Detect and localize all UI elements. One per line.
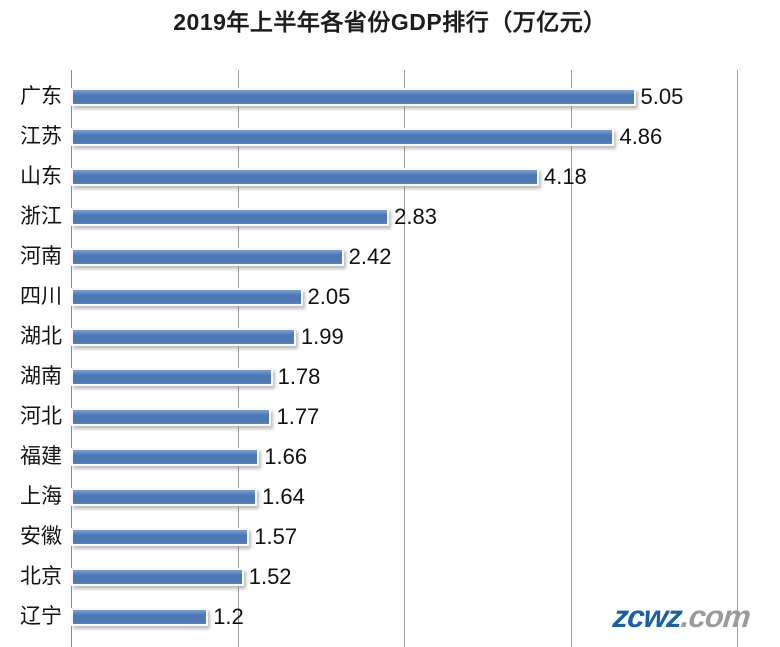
value-label: 1.64: [262, 484, 305, 509]
bar-track: 1.57: [71, 517, 737, 557]
bar: [71, 568, 244, 586]
bar-row: 浙江 2.83: [0, 197, 780, 237]
bar: [71, 248, 344, 266]
bar-row: 福建 1.66: [0, 437, 780, 477]
bar: [71, 128, 615, 146]
category-label: 湖南: [20, 365, 62, 388]
bar-row: 安徽 1.57: [0, 517, 780, 557]
bar-row: 山东 4.18: [0, 157, 780, 197]
value-label: 1.57: [254, 524, 298, 549]
value-label: 1.2: [213, 604, 244, 629]
bar: [71, 288, 303, 306]
x-gridline: [404, 70, 405, 647]
bar-track: 2.83: [71, 197, 737, 237]
value-label: 1.52: [248, 564, 292, 589]
value-label: 5.05: [640, 84, 684, 109]
bar-track: 1.78: [71, 357, 737, 397]
bar: [71, 608, 209, 626]
category-label: 河北: [20, 405, 62, 428]
watermark-logo: zcwz.com: [611, 599, 752, 635]
bar-track: 1.66: [71, 437, 737, 477]
category-label: 辽宁: [20, 605, 62, 628]
bar-track: 1.2: [71, 597, 737, 637]
x-gridline: [237, 70, 239, 647]
category-label: 广东: [20, 85, 62, 108]
value-label: 1.78: [277, 364, 321, 389]
category-label: 浙江: [20, 205, 62, 228]
y-axis-line: [71, 70, 72, 647]
bar-row: 湖南 1.78: [0, 357, 780, 397]
bar: [71, 368, 273, 386]
value-label: 2.42: [348, 244, 392, 269]
value-label: 2.05: [307, 284, 351, 309]
category-label: 河南: [20, 245, 62, 268]
x-gridline: [570, 70, 572, 647]
bar: [71, 528, 250, 546]
bar: [71, 488, 258, 506]
bar: [71, 408, 272, 426]
bar-track: 1.64: [71, 477, 737, 517]
bar-row: 四川 2.05: [0, 277, 780, 317]
bar-row: 上海 1.64: [0, 477, 780, 517]
bar-track: 1.77: [71, 397, 737, 437]
bar-track: 2.05: [71, 277, 737, 317]
bar-track: 4.18: [71, 157, 737, 197]
bar-rows: 广东 5.05 江苏 4.86 山东 4.18 浙江 2.83 河南 2.42 四川 2.05 湖北 1.…: [0, 77, 780, 637]
value-label: 4.86: [619, 124, 663, 149]
bar-row: 湖北 1.99: [0, 317, 780, 357]
value-label: 2.83: [394, 204, 437, 229]
bar-track: 5.05: [71, 77, 737, 117]
bar-track: 1.52: [71, 557, 737, 597]
category-label: 安徽: [20, 525, 62, 548]
chart-title: 2019年上半年各省份GDP排行（万亿元）: [173, 9, 607, 35]
category-label: 北京: [20, 565, 62, 588]
value-label: 1.77: [276, 404, 320, 429]
bar-row: 河南 2.42: [0, 237, 780, 277]
value-label: 1.99: [300, 324, 344, 349]
bar-track: 2.42: [71, 237, 737, 277]
x-gridline: [737, 70, 738, 647]
bar-track: 1.99: [71, 317, 737, 357]
bar-row: 北京 1.52: [0, 557, 780, 597]
bar-row: 江苏 4.86: [0, 117, 780, 157]
value-label: 4.18: [543, 164, 587, 189]
category-label: 四川: [20, 285, 62, 308]
category-label: 福建: [20, 445, 62, 468]
bar: [71, 328, 296, 346]
bar: [71, 168, 539, 186]
bar-row: 河北 1.77: [0, 397, 780, 437]
bar: [71, 448, 260, 466]
bar-track: 4.86: [71, 117, 737, 157]
value-label: 1.66: [264, 444, 308, 469]
bar-row: 广东 5.05: [0, 77, 780, 117]
watermark-suffix-text: .com: [679, 599, 752, 634]
bar-row: 辽宁 1.2: [0, 597, 780, 637]
watermark-brand-text: zcwz: [611, 599, 684, 634]
bar: [71, 208, 390, 226]
bar: [71, 88, 636, 106]
category-label: 上海: [20, 485, 62, 508]
category-label: 山东: [20, 165, 62, 188]
category-label: 湖北: [20, 325, 62, 348]
plot-area: [71, 70, 738, 647]
category-label: 江苏: [20, 125, 62, 148]
